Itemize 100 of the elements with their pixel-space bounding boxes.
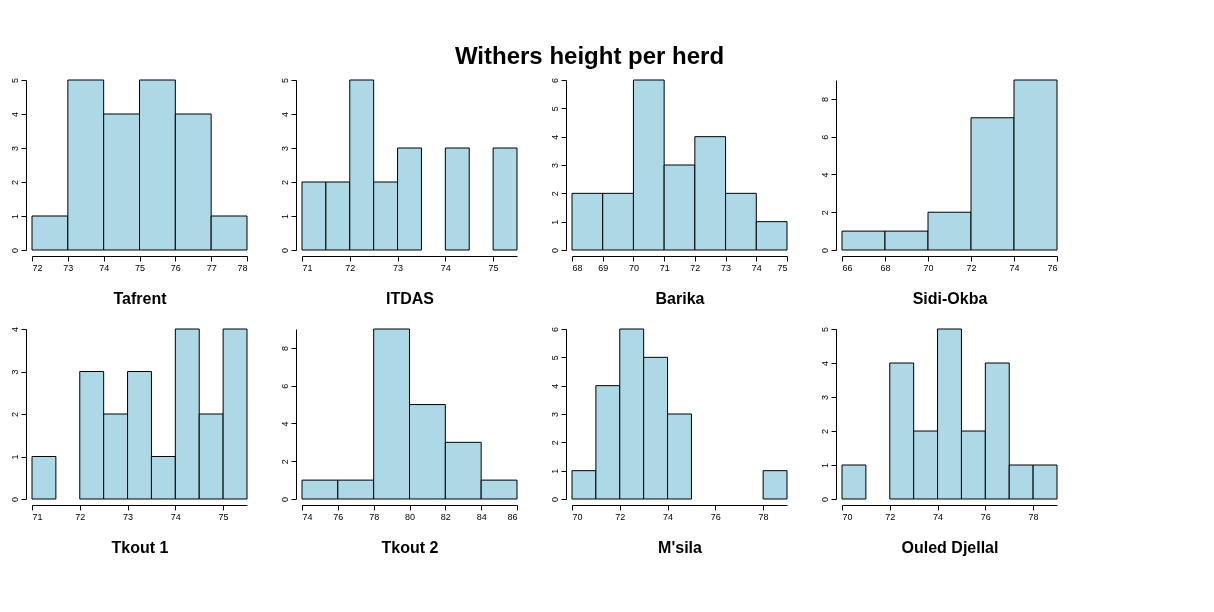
x-tick-label: 75 [134, 262, 146, 273]
y-tick-label: 8 [279, 345, 290, 351]
y-tick-label: 5 [549, 355, 560, 361]
y-tick-label: 3 [819, 394, 830, 401]
x-tick-label: 80 [404, 511, 416, 522]
x-tick-label: 72 [690, 262, 701, 273]
x-tick-label: 72 [966, 262, 977, 273]
y-tick-label: 3 [9, 145, 20, 152]
y-tick-label: 5 [819, 326, 830, 333]
x-tick-label: 74 [1009, 262, 1020, 273]
y-tick-label: 6 [279, 383, 290, 389]
x-axis-title: Barika [655, 289, 705, 307]
y-tick-label: 2 [549, 191, 560, 197]
x-axis-title: Tafrent [113, 289, 168, 307]
y-tick-label: 2 [279, 179, 290, 186]
y-tick-label: 0 [549, 247, 560, 254]
y-tick-label: 2 [819, 210, 830, 216]
y-tick-label: 3 [549, 162, 560, 169]
x-tick-label: 75 [218, 511, 229, 522]
x-tick-label: 82 [440, 511, 451, 522]
x-tick-label: 72 [75, 511, 86, 522]
y-tick-label: 5 [549, 106, 560, 112]
x-tick-label: 70 [842, 511, 853, 522]
y-tick-label: 4 [819, 172, 830, 178]
y-tick-label: 5 [279, 77, 290, 84]
x-tick-label: 71 [302, 262, 313, 273]
x-tick-label: 66 [842, 262, 853, 273]
x-axis-title: ITDAS [386, 289, 435, 307]
chart-title: Withers height per herd [454, 42, 725, 70]
x-tick-label: 74 [751, 262, 762, 273]
y-tick-label: 0 [819, 247, 830, 254]
y-tick-label: 4 [549, 383, 560, 389]
y-tick-label: 1 [279, 213, 290, 220]
x-tick-label: 74 [663, 511, 674, 522]
x-axis-title: M'sila [658, 538, 703, 556]
x-tick-label: 72 [345, 262, 356, 273]
x-tick-label: 70 [628, 262, 639, 273]
x-tick-label: 73 [63, 262, 74, 273]
y-tick-label: 4 [9, 111, 20, 118]
y-tick-label: 3 [549, 411, 560, 418]
x-tick-label: 73 [721, 262, 732, 273]
x-tick-label: 75 [488, 262, 499, 273]
x-tick-label: 70 [923, 262, 934, 273]
y-tick-label: 6 [819, 134, 830, 140]
x-tick-label: 77 [206, 262, 217, 273]
x-axis-title: Ouled Djellal [901, 538, 999, 556]
y-tick-label: 0 [819, 496, 830, 503]
x-tick-label: 72 [32, 262, 43, 273]
y-tick-label: 0 [9, 496, 20, 503]
x-axis-title: Tkout 1 [111, 538, 169, 556]
x-tick-label: 78 [237, 262, 248, 273]
y-tick-label: 1 [9, 213, 20, 220]
y-tick-label: 1 [549, 219, 560, 225]
y-tick-label: 6 [549, 326, 560, 333]
x-axis-title: Tkout 2 [381, 538, 439, 556]
y-tick-label: 1 [549, 468, 560, 474]
x-tick-label: 74 [302, 511, 313, 522]
y-tick-label: 2 [819, 428, 830, 435]
y-tick-label: 2 [9, 179, 20, 186]
x-tick-label: 86 [507, 511, 518, 522]
x-tick-label: 78 [758, 511, 769, 522]
y-tick-label: 4 [819, 360, 830, 367]
x-tick-label: 76 [980, 511, 991, 522]
y-tick-label: 1 [819, 462, 830, 469]
x-axis-title: Sidi-Okba [912, 289, 988, 307]
x-tick-label: 78 [1028, 511, 1039, 522]
y-tick-label: 3 [9, 369, 20, 375]
x-tick-label: 69 [598, 262, 609, 273]
x-tick-label: 71 [32, 511, 43, 522]
x-tick-label: 75 [777, 262, 788, 273]
x-tick-label: 68 [572, 262, 583, 273]
x-tick-label: 74 [170, 511, 181, 522]
x-tick-label: 76 [333, 511, 344, 522]
x-tick-label: 74 [440, 262, 451, 273]
x-tick-label: 74 [933, 511, 944, 522]
y-tick-label: 4 [279, 421, 290, 427]
y-tick-label: 0 [279, 496, 290, 503]
x-tick-label: 84 [476, 511, 487, 522]
x-tick-label: 76 [170, 262, 181, 273]
y-tick-label: 0 [279, 247, 290, 254]
x-tick-label: 74 [99, 262, 110, 273]
x-tick-label: 70 [572, 511, 583, 522]
y-tick-label: 0 [9, 247, 20, 254]
y-tick-label: 5 [9, 77, 20, 84]
y-tick-label: 2 [9, 411, 20, 418]
x-tick-label: 76 [1047, 262, 1058, 273]
x-tick-label: 78 [369, 511, 380, 522]
y-tick-label: 2 [279, 459, 290, 465]
y-tick-label: 6 [549, 77, 560, 84]
x-tick-label: 73 [123, 511, 134, 522]
x-tick-label: 73 [393, 262, 404, 273]
x-tick-label: 68 [880, 262, 891, 273]
y-tick-label: 4 [279, 111, 290, 118]
y-tick-label: 0 [549, 496, 560, 503]
y-tick-label: 8 [819, 96, 830, 102]
y-tick-label: 4 [9, 326, 20, 333]
y-tick-label: 3 [279, 145, 290, 152]
x-tick-label: 72 [885, 511, 896, 522]
x-tick-label: 72 [615, 511, 626, 522]
x-tick-label: 71 [659, 262, 670, 273]
